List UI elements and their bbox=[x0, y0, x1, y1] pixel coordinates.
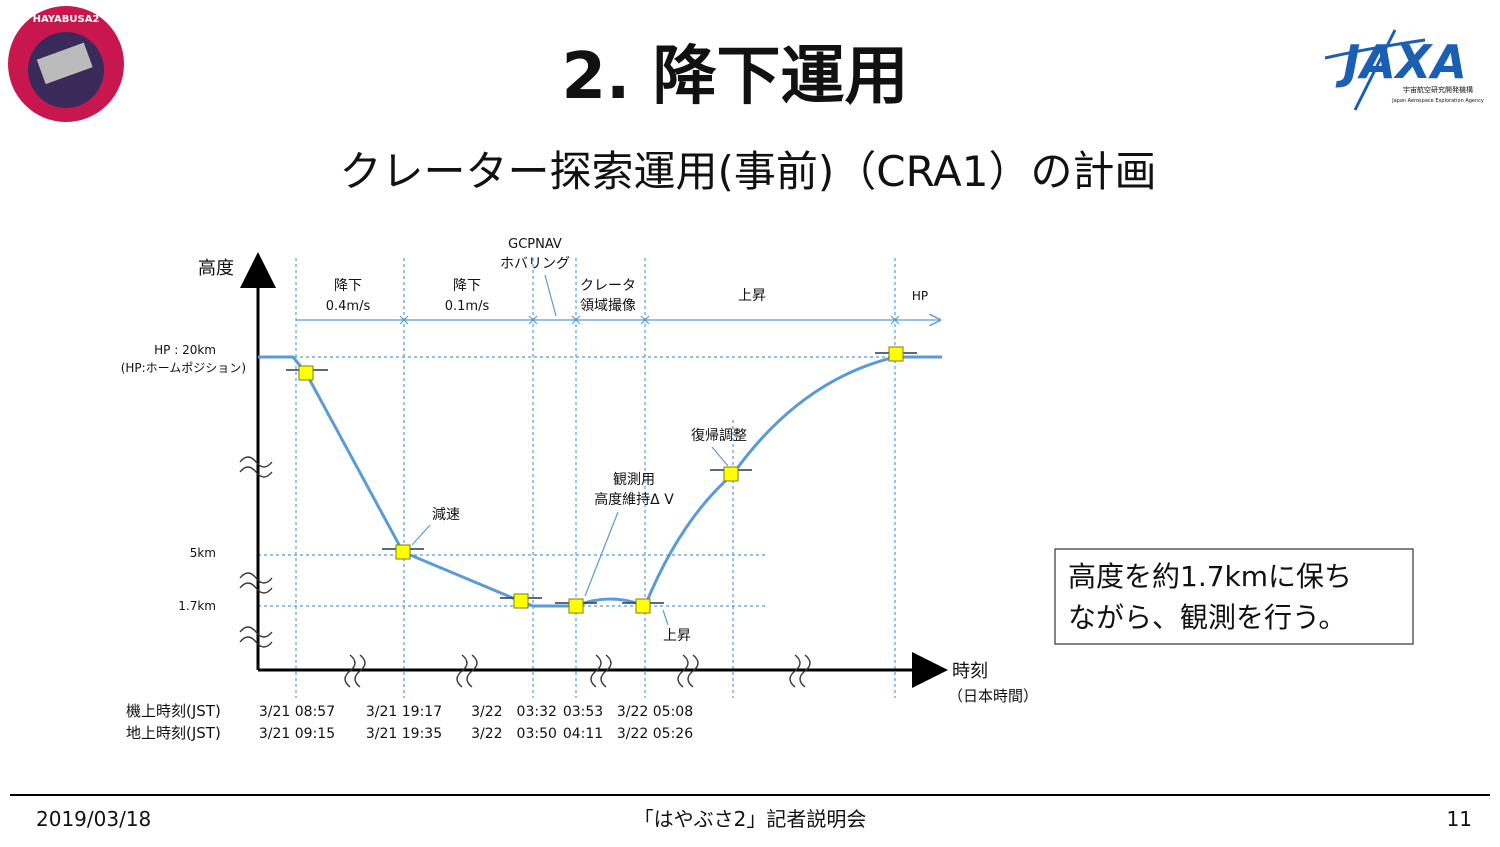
time: 04:11 bbox=[563, 726, 603, 742]
time: 3/22 05:26 bbox=[617, 726, 693, 742]
time: 3/21 08:57 bbox=[259, 704, 335, 720]
time: 3/21 19:35 bbox=[366, 726, 442, 742]
phase-label: 降下 bbox=[453, 278, 481, 294]
annotation: 高度維持Δ V bbox=[594, 491, 674, 508]
time: 3/22 05:08 bbox=[617, 704, 693, 720]
phase-label: 降下 bbox=[334, 278, 362, 294]
callouts bbox=[411, 274, 729, 626]
footer-event: 「はやぶさ2」記者説明会 bbox=[634, 807, 867, 831]
altitude-label: 1.7km bbox=[178, 599, 216, 613]
annotation: 観測用 bbox=[613, 471, 655, 488]
note-line: 高度を約1.7kmに保ち bbox=[1068, 560, 1352, 593]
annotation: 復帰調整 bbox=[691, 427, 747, 444]
time: 3/21 19:17 bbox=[366, 704, 442, 720]
subtitle: クレーター探索運用(事前)（CRA1）の計画 bbox=[339, 147, 1156, 196]
phase-sub: 領域撮像 bbox=[580, 297, 636, 314]
footer-page: 11 bbox=[1447, 807, 1472, 831]
guide-lines bbox=[258, 258, 940, 698]
logo-text: HAYABUSA2 bbox=[33, 14, 100, 25]
jaxa-ja: 宇宙航空研究開発機構 bbox=[1403, 85, 1473, 94]
time: 03:53 bbox=[563, 704, 603, 720]
altitude-profile bbox=[258, 355, 942, 608]
x-axis-label: 時刻 bbox=[952, 661, 988, 682]
phase-sub: 0.4m/s bbox=[326, 299, 371, 314]
phase-label: 上昇 bbox=[738, 288, 766, 304]
jaxa-logo: JAXA 宇宙航空研究開発機構 Japan Aerospace Explorat… bbox=[1324, 29, 1484, 111]
footer-date: 2019/03/18 bbox=[36, 807, 151, 831]
time: 3/22 03:32 bbox=[471, 704, 557, 720]
axis-breaks bbox=[239, 456, 811, 688]
time: 3/21 09:15 bbox=[259, 726, 335, 742]
annotation: 上昇 bbox=[663, 628, 691, 644]
phase-sub: ホバリング bbox=[500, 256, 570, 272]
time-row-label: 地上時刻(JST) bbox=[126, 724, 221, 742]
y-axis-label: 高度 bbox=[198, 258, 234, 279]
note-box bbox=[1054, 548, 1414, 645]
annotation: 減速 bbox=[432, 506, 460, 523]
phase-label: GCPNAV bbox=[508, 237, 562, 252]
phase-ticks bbox=[399, 315, 900, 325]
diagram: 高度 時刻 （日本時間） HP : 20km (HP:ホームポジション) 5km… bbox=[121, 237, 1038, 742]
phase-sub: 0.1m/s bbox=[445, 299, 490, 314]
phase-label: クレータ bbox=[580, 278, 636, 294]
phase-label: HP bbox=[912, 289, 928, 303]
altitude-label: (HP:ホームポジション) bbox=[121, 361, 246, 375]
note-line: ながら、観測を行う。 bbox=[1068, 601, 1346, 634]
time: 3/22 03:50 bbox=[471, 726, 557, 742]
altitude-label: HP : 20km bbox=[154, 343, 216, 357]
x-axis-sublabel: （日本時間） bbox=[948, 687, 1038, 705]
maneuver-markers bbox=[286, 346, 917, 614]
hayabusa-logo: HAYABUSA2 bbox=[8, 6, 124, 122]
altitude-label: 5km bbox=[190, 546, 216, 560]
jaxa-en: Japan Aerospace Exploration Agency bbox=[1391, 98, 1484, 104]
title: 2. 降下運用 bbox=[561, 40, 908, 114]
time-row-label: 機上時刻(JST) bbox=[126, 702, 221, 720]
